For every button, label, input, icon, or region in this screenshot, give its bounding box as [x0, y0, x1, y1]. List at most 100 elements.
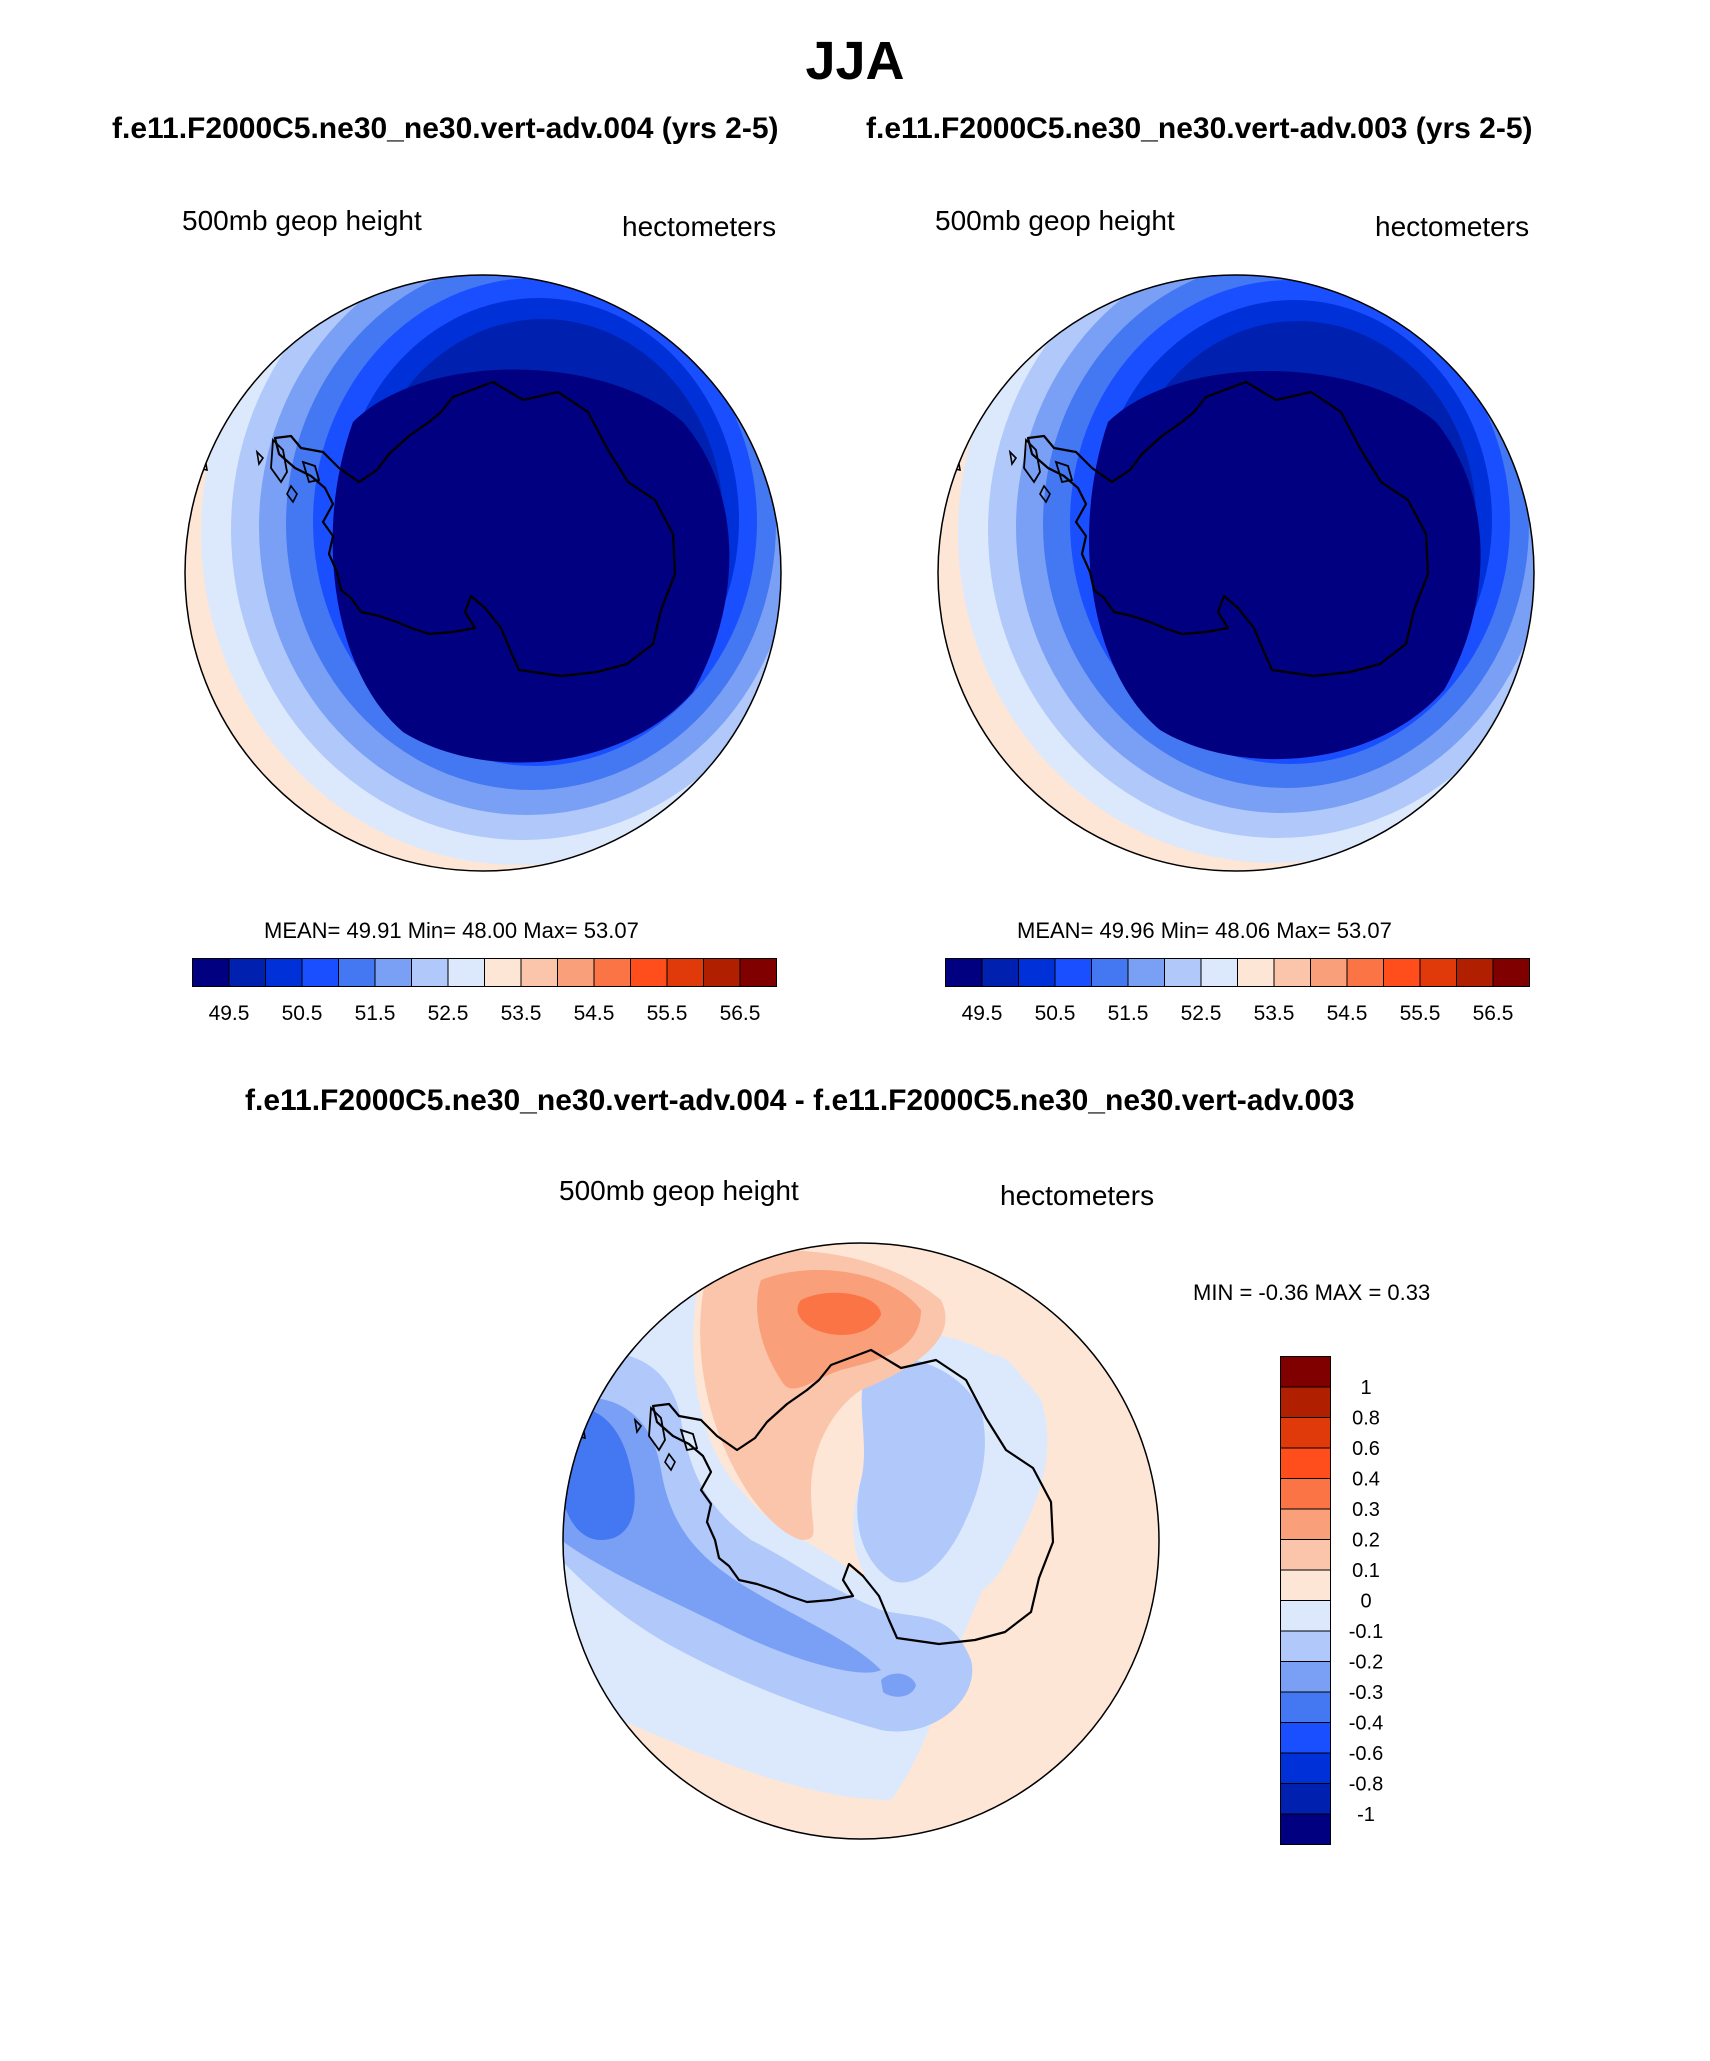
colorbar-swatch [1018, 958, 1056, 987]
colorbar-tick-label: 51.5 [1108, 1002, 1149, 1025]
colorbar-tick-label: 49.5 [209, 1002, 250, 1025]
diff-colorbar-tick-label: -0.3 [1349, 1682, 1383, 1704]
colorbar-swatch [338, 958, 376, 987]
colorbar-swatch [1127, 958, 1165, 987]
diff-colorbar-swatch [1280, 1478, 1331, 1510]
colorbar-swatch [1456, 958, 1494, 987]
colorbar-tick-label: 53.5 [501, 1002, 542, 1025]
colorbar-swatch [1419, 958, 1457, 987]
right-units-label: hectometers [1375, 211, 1530, 242]
colorbar-swatch [557, 958, 595, 987]
colorbar-swatch [265, 958, 303, 987]
colorbar-swatch [1054, 958, 1092, 987]
left-units-label: hectometers [622, 211, 777, 242]
colorbar-tick-label: 54.5 [574, 1002, 615, 1025]
colorbar-tick-label: 52.5 [428, 1002, 469, 1025]
colorbar-tick-label: 50.5 [282, 1002, 323, 1025]
colorbar-swatch [1273, 958, 1311, 987]
diff-colorbar-swatch [1280, 1539, 1331, 1571]
colorbar-tick-label: 50.5 [1035, 1002, 1076, 1025]
diff-colorbar-tick-label: 0.8 [1352, 1408, 1380, 1430]
diff-antarctica-coastline [651, 1348, 1055, 1646]
colorbar-swatch [1091, 958, 1129, 987]
diff-colorbar-tick-label: -0.6 [1349, 1743, 1383, 1765]
diff-polar-map [562, 1242, 1160, 1840]
colorbar-tick-label: 55.5 [647, 1002, 688, 1025]
colorbar-swatch [520, 958, 558, 987]
right-stats: MEAN= 49.96 Min= 48.06 Max= 53.07 [1017, 918, 1392, 943]
colorbar-swatch [192, 958, 230, 987]
diff-colorbar-swatch [1280, 1752, 1331, 1784]
colorbar-swatch [1310, 958, 1348, 987]
colorbar-swatch [1383, 958, 1421, 987]
diff-colorbar-tick-label: -0.8 [1349, 1774, 1383, 1796]
diff-colorbar-tick-label: -0.2 [1349, 1652, 1383, 1674]
diff-title: f.e11.F2000C5.ne30_ne30.vert-adv.004 - f… [245, 1084, 1355, 1117]
diff-colorbar-swatch [1280, 1417, 1331, 1449]
left-variable-label: 500mb geop height [182, 205, 422, 236]
colorbar-tick-label: 49.5 [962, 1002, 1003, 1025]
diff-variable-label: 500mb geop height [559, 1175, 799, 1206]
colorbar-swatch [593, 958, 631, 987]
diff-colorbar-tick-label: 0.2 [1352, 1530, 1380, 1552]
right-antarctica-coastline [1026, 380, 1430, 678]
colorbar-tick-label: 54.5 [1327, 1002, 1368, 1025]
diff-colorbar-swatch [1280, 1447, 1331, 1479]
colorbar-tick-label: 51.5 [355, 1002, 396, 1025]
colorbar-tick-label: 55.5 [1400, 1002, 1441, 1025]
colorbar-swatch [981, 958, 1019, 987]
left-polar-map [184, 274, 782, 872]
diff-colorbar-tick-label: 0.6 [1352, 1438, 1380, 1460]
run-right-title: f.e11.F2000C5.ne30_ne30.vert-adv.003 (yr… [866, 112, 1533, 145]
diff-colorbar-swatch [1280, 1813, 1331, 1845]
diff-colorbar-swatch [1280, 1386, 1331, 1418]
right-colorbar: 49.5 50.5 51.5 52.5 53.5 54.5 55.5 56.5 [945, 958, 1530, 1025]
colorbar-swatch [703, 958, 741, 987]
diff-colorbar-swatch [1280, 1600, 1331, 1632]
colorbar-swatch [666, 958, 704, 987]
colorbar-tick-label: 52.5 [1181, 1002, 1222, 1025]
diff-colorbar: 1 0.8 0.6 0.4 0.3 0.2 0.1 0 -0.1 -0.2 -0.3 -0.4 -0.6… [1280, 1356, 1383, 1845]
diff-colorbar-swatch [1280, 1630, 1331, 1662]
diff-colorbar-swatch [1280, 1722, 1331, 1754]
colorbar-swatch [447, 958, 485, 987]
colorbar-swatch [1237, 958, 1275, 987]
colorbar-swatch [1346, 958, 1384, 987]
diff-colorbar-swatch [1280, 1569, 1331, 1601]
colorbar-swatch [1164, 958, 1202, 987]
diff-units-label: hectometers [1000, 1180, 1155, 1211]
colorbar-tick-label: 53.5 [1254, 1002, 1295, 1025]
right-variable-label: 500mb geop height [935, 205, 1175, 236]
colorbar-swatch [411, 958, 449, 987]
diff-colorbar-tick-label: 0.1 [1352, 1560, 1380, 1582]
colorbar-swatch [228, 958, 266, 987]
diff-colorbar-swatch [1280, 1691, 1331, 1723]
diff-colorbar-tick-label: -0.4 [1349, 1713, 1383, 1735]
left-antarctica-coastline [273, 380, 677, 678]
diff-stats: MIN = -0.36 MAX = 0.33 [1193, 1280, 1431, 1305]
colorbar-swatch [301, 958, 339, 987]
diff-colorbar-tick-label: 1 [1360, 1377, 1371, 1399]
colorbar-swatch [739, 958, 777, 987]
left-colorbar: 49.5 50.5 51.5 52.5 53.5 54.5 55.5 56.5 [192, 958, 777, 1025]
diff-colorbar-swatch [1280, 1356, 1331, 1388]
diff-colorbar-swatch [1280, 1661, 1331, 1693]
colorbar-swatch [1200, 958, 1238, 987]
right-polar-map [937, 274, 1535, 872]
colorbar-swatch [1492, 958, 1530, 987]
diff-colorbar-swatch [1280, 1783, 1331, 1815]
diff-colorbar-tick-label: 0 [1360, 1591, 1371, 1613]
diff-colorbar-tick-label: 0.3 [1352, 1499, 1380, 1521]
colorbar-tick-label: 56.5 [720, 1002, 761, 1025]
colorbar-tick-label: 56.5 [1473, 1002, 1514, 1025]
colorbar-swatch [374, 958, 412, 987]
colorbar-swatch [484, 958, 522, 987]
left-stats: MEAN= 49.91 Min= 48.00 Max= 53.07 [264, 918, 639, 943]
diff-colorbar-tick-label: -0.1 [1349, 1621, 1383, 1643]
season-title: JJA [805, 31, 905, 91]
diff-colorbar-tick-label: -1 [1357, 1804, 1375, 1826]
diff-colorbar-swatch [1280, 1508, 1331, 1540]
colorbar-swatch [630, 958, 668, 987]
diff-colorbar-tick-label: 0.4 [1352, 1469, 1380, 1491]
colorbar-swatch [945, 958, 983, 987]
